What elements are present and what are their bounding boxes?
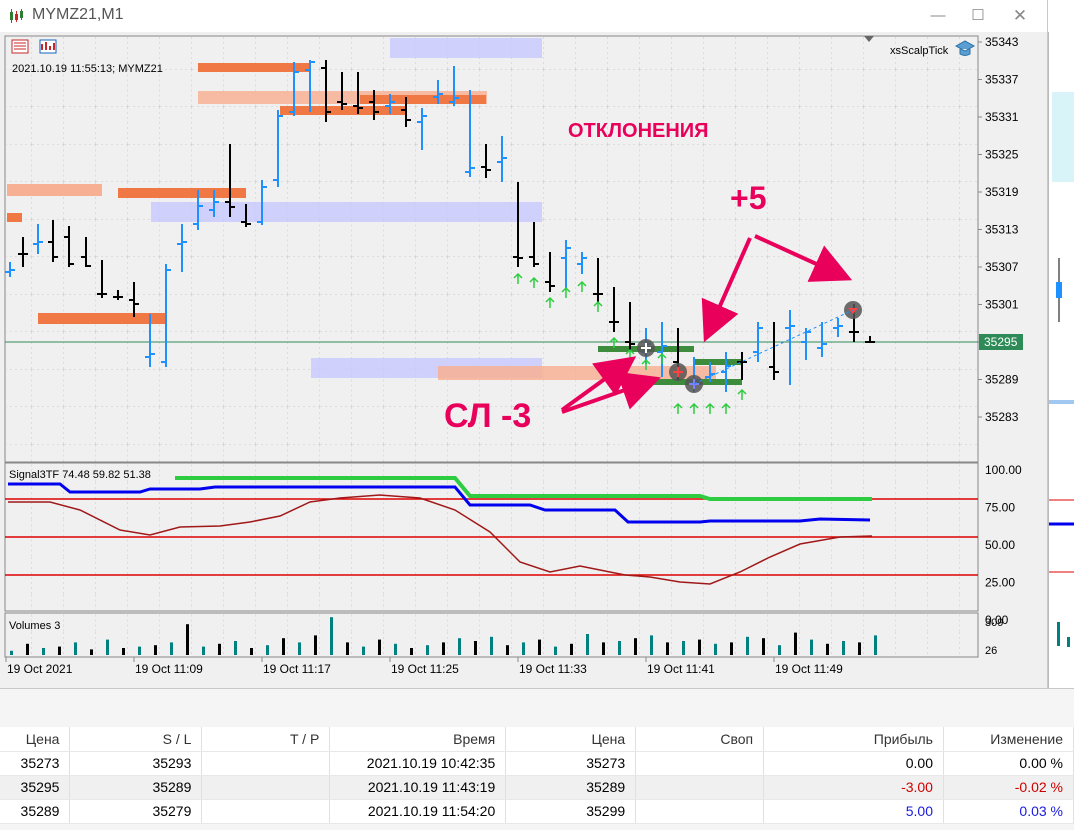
column-header[interactable]: Своп <box>635 727 765 752</box>
price-tick-label: 35313 <box>985 223 1019 237</box>
price-tick-label: 35301 <box>985 298 1019 312</box>
table-row[interactable]: 35295 35289 2021.10.19 11:43:19 35289 -3.00-… <box>0 775 1074 800</box>
signal-tick-label: 50.00 <box>985 538 1015 552</box>
table-cell: 2021.10.19 10:42:35 <box>329 751 507 776</box>
chart-window[interactable]: ОТКЛОНЕНИЯ +5 СЛ -3 2021.10.19 11:55:13;… <box>0 32 1048 688</box>
price-tick-label: 35337 <box>985 73 1019 87</box>
table-cell <box>201 799 331 824</box>
table-cell: -0.02 % <box>943 775 1074 800</box>
signal-tick-label: 100.00 <box>985 463 1022 477</box>
table-cell: 35279 <box>69 799 203 824</box>
column-header[interactable]: Цена <box>505 727 637 752</box>
candlestick-chart-icon <box>10 9 23 23</box>
table-cell: 0.00 <box>763 751 944 776</box>
buy-signal-arrows <box>513 272 747 414</box>
table-cell: 35289 <box>505 775 637 800</box>
neighbor-chart-strip <box>1048 32 1074 688</box>
current-price-tag <box>979 334 1023 350</box>
table-row[interactable]: 35289 35279 2021.10.19 11:54:20 35299 5.00 0.… <box>0 799 1074 824</box>
price-pane[interactable]: ОТКЛОНЕНИЯ +5 СЛ -3 2021.10.19 11:55:13;… <box>4 35 979 463</box>
table-cell: 35273 <box>0 751 71 776</box>
price-tick-label: 35319 <box>985 185 1019 199</box>
time-tick-label: 19 Oct 2021 <box>7 662 73 676</box>
column-header[interactable]: T / P <box>201 727 331 752</box>
annotation-arrows <box>560 234 853 414</box>
volume-panel-label: Volumes 3 <box>9 620 60 632</box>
table-cell: 2021.10.19 11:54:20 <box>329 799 507 824</box>
time-tick-label: 19 Oct 11:41 <box>647 662 715 676</box>
price-axis: 35343 35337 35331 35325 35319 35313 35307 35301… <box>978 35 1019 424</box>
time-axis: 19 Oct 2021 19 Oct 11:09 19 Oct 11:17 19 Oc… <box>5 657 843 676</box>
column-header[interactable]: Прибыль <box>763 727 944 752</box>
table-cell: 35289 <box>0 799 71 824</box>
column-header[interactable]: Цена <box>0 727 71 752</box>
price-tick-label: 35283 <box>985 410 1019 424</box>
price-tick-label: 35343 <box>985 35 1019 49</box>
price-tick-label: 35331 <box>985 110 1019 124</box>
table-cell: 35293 <box>69 751 203 776</box>
signal-axis: 100.00 75.00 50.00 25.00 0.00 <box>985 463 1022 627</box>
table-cell: 0.00 % <box>943 751 1074 776</box>
table-cell <box>201 775 331 800</box>
column-header[interactable]: Время <box>329 727 507 752</box>
current-price-label: 35295 <box>984 335 1018 349</box>
table-cell: 35295 <box>0 775 71 800</box>
time-tick-label: 19 Oct 11:33 <box>519 662 587 676</box>
trade-markers <box>637 301 862 393</box>
table-cell: 2021.10.19 11:43:19 <box>329 775 507 800</box>
table-cell: 35299 <box>505 799 637 824</box>
window-title: MYMZ21,M1 <box>32 6 124 23</box>
table-cell <box>635 751 765 776</box>
stop-loss-annotation: СЛ -3 <box>444 397 531 435</box>
plus-annotation: +5 <box>730 180 766 216</box>
table-cell <box>201 751 331 776</box>
table-row[interactable]: 35273 35293 2021.10.19 10:42:35 35273 0.00 0.… <box>0 751 1074 776</box>
signal-pane[interactable]: Signal3TF 74.48 59.82 51.38 <box>4 462 979 612</box>
table-cell: 0.03 % <box>943 799 1074 824</box>
price-tick-label: 35325 <box>985 148 1019 162</box>
table-cell <box>635 775 765 800</box>
price-tick-label: 35289 <box>985 373 1019 387</box>
table-cell: 5.00 <box>763 799 944 824</box>
time-tick-label: 19 Oct 11:17 <box>263 662 331 676</box>
chart-info-label: 2021.10.19 11:55:13; MYMZ21 <box>12 63 163 75</box>
time-tick-label: 19 Oct 11:09 <box>135 662 203 676</box>
indicator-name: xsScalpTick <box>890 45 949 57</box>
deviations-annotation: ОТКЛОНЕНИЯ <box>568 120 709 142</box>
maximize-button[interactable]: ☐ <box>971 7 985 24</box>
window-titlebar: MYMZ21,M1 — ☐ ✕ <box>0 0 1048 32</box>
signal-tick-label: 25.00 <box>985 576 1015 590</box>
volume-tick-min: 26 <box>985 645 997 657</box>
price-tick-label: 35307 <box>985 260 1019 274</box>
volume-pane[interactable]: Volumes 3 <box>4 612 979 658</box>
time-tick-label: 19 Oct 11:49 <box>775 662 843 676</box>
close-button[interactable]: ✕ <box>1012 6 1028 25</box>
time-tick-label: 19 Oct 11:25 <box>391 662 459 676</box>
chart-shift-marker <box>864 36 874 42</box>
price-bars <box>5 60 875 392</box>
table-cell: -3.00 <box>763 775 944 800</box>
table-cell: 35289 <box>69 775 203 800</box>
signal-tick-label: 75.00 <box>985 501 1015 515</box>
signal-tick-label: 0.00 <box>985 613 1009 627</box>
depth-of-market-icon[interactable] <box>39 39 57 54</box>
table-cell: 35273 <box>505 751 637 776</box>
column-header[interactable]: S / L <box>69 727 203 752</box>
column-header[interactable]: Изменение <box>943 727 1074 752</box>
table-cell <box>635 799 765 824</box>
volume-tick-max: 309 <box>985 617 1003 629</box>
graduation-cap-icon <box>954 40 976 56</box>
signal-panel-label: Signal3TF 74.48 59.82 51.38 <box>9 469 151 481</box>
chart-canvas[interactable]: ОТКЛОНЕНИЯ +5 СЛ -3 2021.10.19 11:55:13;… <box>0 32 1048 688</box>
minimize-button[interactable]: — <box>930 7 946 24</box>
